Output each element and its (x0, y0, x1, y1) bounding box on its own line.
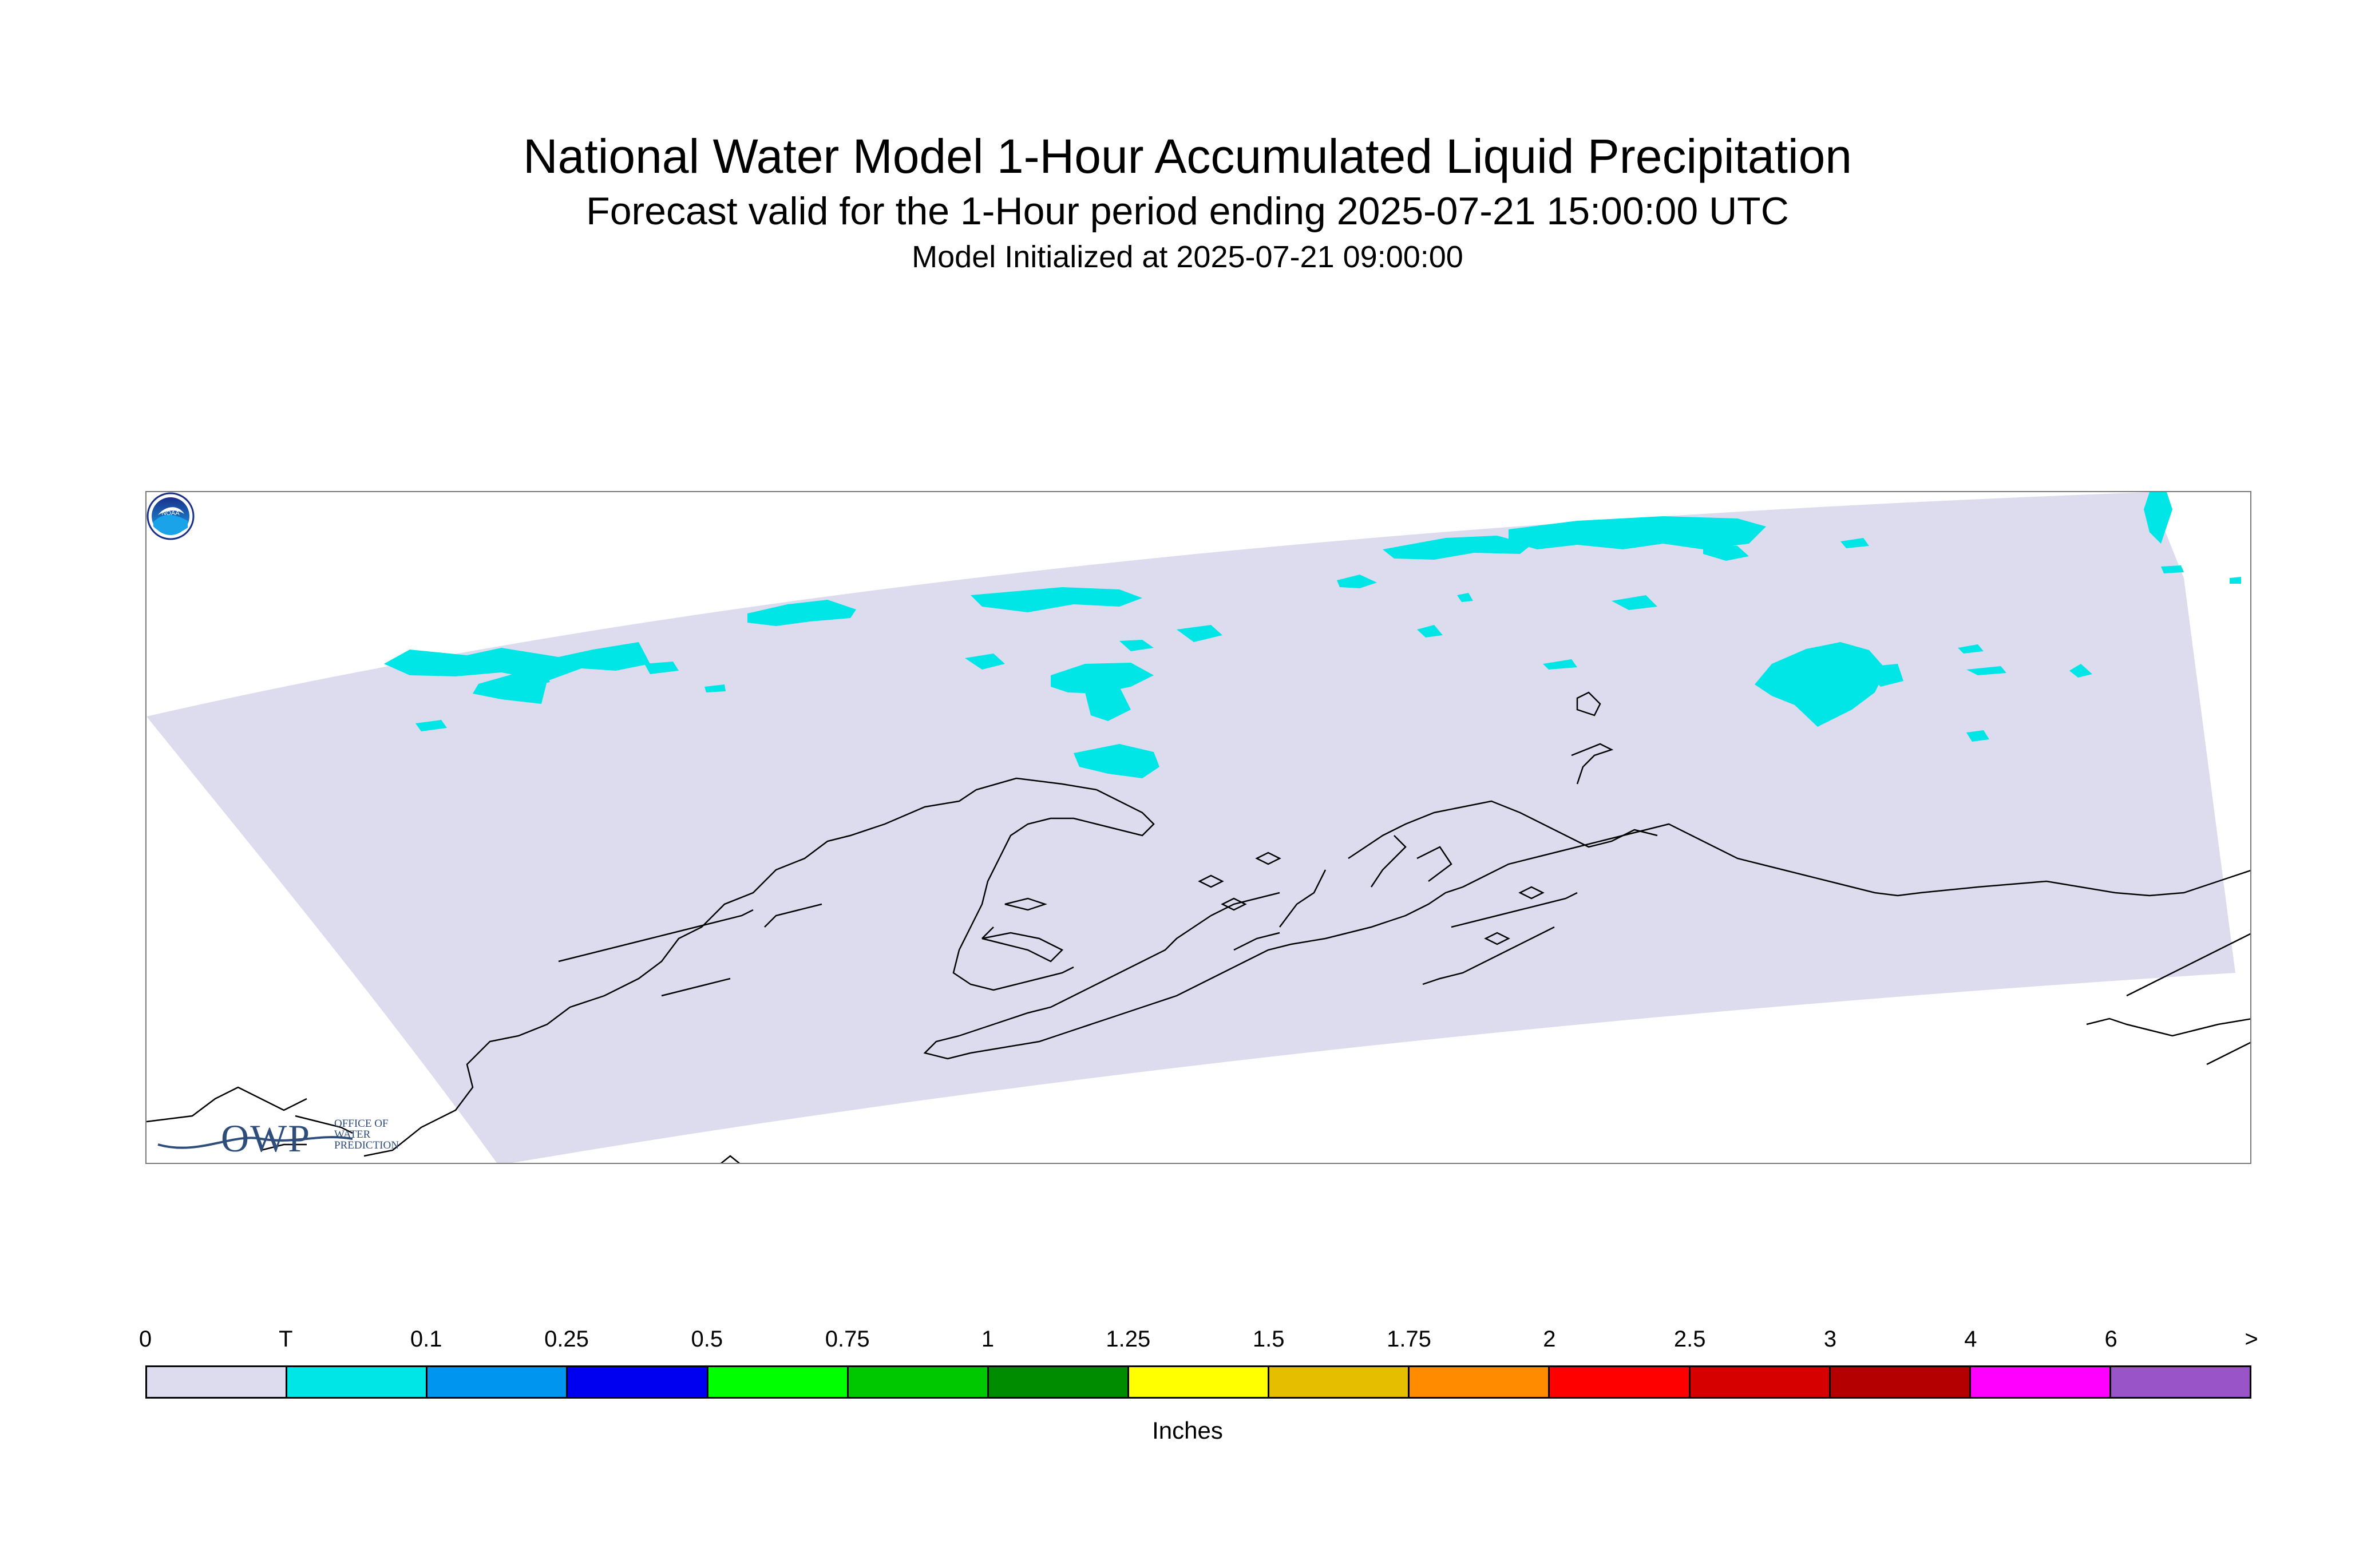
colorbar-tick-label: 6 (2104, 1327, 2117, 1352)
colorbar-tick-label: 0.1 (410, 1327, 442, 1352)
owp-logo-mark: OWP (221, 1116, 311, 1160)
colorbar-tick-label: 1.5 (1252, 1327, 1285, 1352)
colorbar-tick-label: T (279, 1327, 293, 1352)
colorbar-segment (287, 1367, 428, 1397)
colorbar-tick-label: 1.75 (1387, 1327, 1431, 1352)
noaa-logo-text: NOAA (161, 510, 180, 517)
map-canvas (147, 492, 2250, 1163)
colorbar-tick-labels: 0 T 0.1 0.25 0.5 0.75 1 1.25 1.5 1.75 2 2.5 3 4 6 > (139, 1327, 2258, 1355)
colorbar-segment (568, 1367, 708, 1397)
colorbar-segment (1269, 1367, 1410, 1397)
owp-logo-wave (157, 1136, 353, 1149)
colorbar-tick-label: 0.75 (825, 1327, 870, 1352)
model-domain (147, 492, 2235, 1163)
owp-logo-line-3: PREDICTION (334, 1139, 399, 1151)
colorbar-segment (1550, 1367, 1691, 1397)
forecast-valid-subtitle: Forecast valid for the 1-Hour period end… (586, 189, 1789, 233)
colorbar-segment (988, 1367, 1129, 1397)
colorbar-tick-label: 0.5 (691, 1327, 723, 1352)
colorbar-segment (2111, 1367, 2250, 1397)
owp-logo-line-2: WATER (334, 1129, 371, 1141)
colorbar-tick-label: 2.5 (1673, 1327, 1706, 1352)
colorbar-segment (1129, 1367, 1270, 1397)
owp-logo-subtitle: OFFICE OF WATER PREDICTION (334, 1118, 432, 1151)
map-title: National Water Model 1-Hour Accumulated … (522, 129, 1852, 183)
precipitation-map: OWP OFFICE OF WATER PREDICTION NOAA (145, 491, 2251, 1164)
model-init-text: Model Initialized at 2025-07-21 09:00:00 (912, 240, 1463, 274)
colorbar-tick-label: 3 (1823, 1327, 1837, 1352)
colorbar-segment (147, 1367, 288, 1397)
colorbar-segment (708, 1367, 849, 1397)
colorbar-tick-label: 0.25 (544, 1327, 589, 1352)
colorbar-tick-label: > (2245, 1327, 2258, 1352)
coastlines (147, 691, 2250, 1163)
colorbar-tick-label: 1.25 (1106, 1327, 1151, 1352)
colorbar-segment (1410, 1367, 1550, 1397)
colorbar-segment (1830, 1367, 1971, 1397)
colorbar-segment (1970, 1367, 2111, 1397)
colorbar-tick-label: 2 (1543, 1327, 1556, 1352)
colorbar-tick-label: 4 (1964, 1327, 1977, 1352)
trace-precip-areas (384, 492, 2241, 778)
colorbar-tick-label: 1 (981, 1327, 995, 1352)
colorbar-segment (848, 1367, 989, 1397)
colorbar-segment (428, 1367, 568, 1397)
colorbar-segment (1690, 1367, 1831, 1397)
colorbar-units-label: Inches (1152, 1417, 1223, 1444)
colorbar-tick-label: 0 (138, 1327, 152, 1352)
noaa-logo: NOAA (147, 492, 195, 540)
precipitation-colorbar (145, 1365, 2251, 1399)
owp-logo-line-1: OFFICE OF (334, 1118, 389, 1130)
